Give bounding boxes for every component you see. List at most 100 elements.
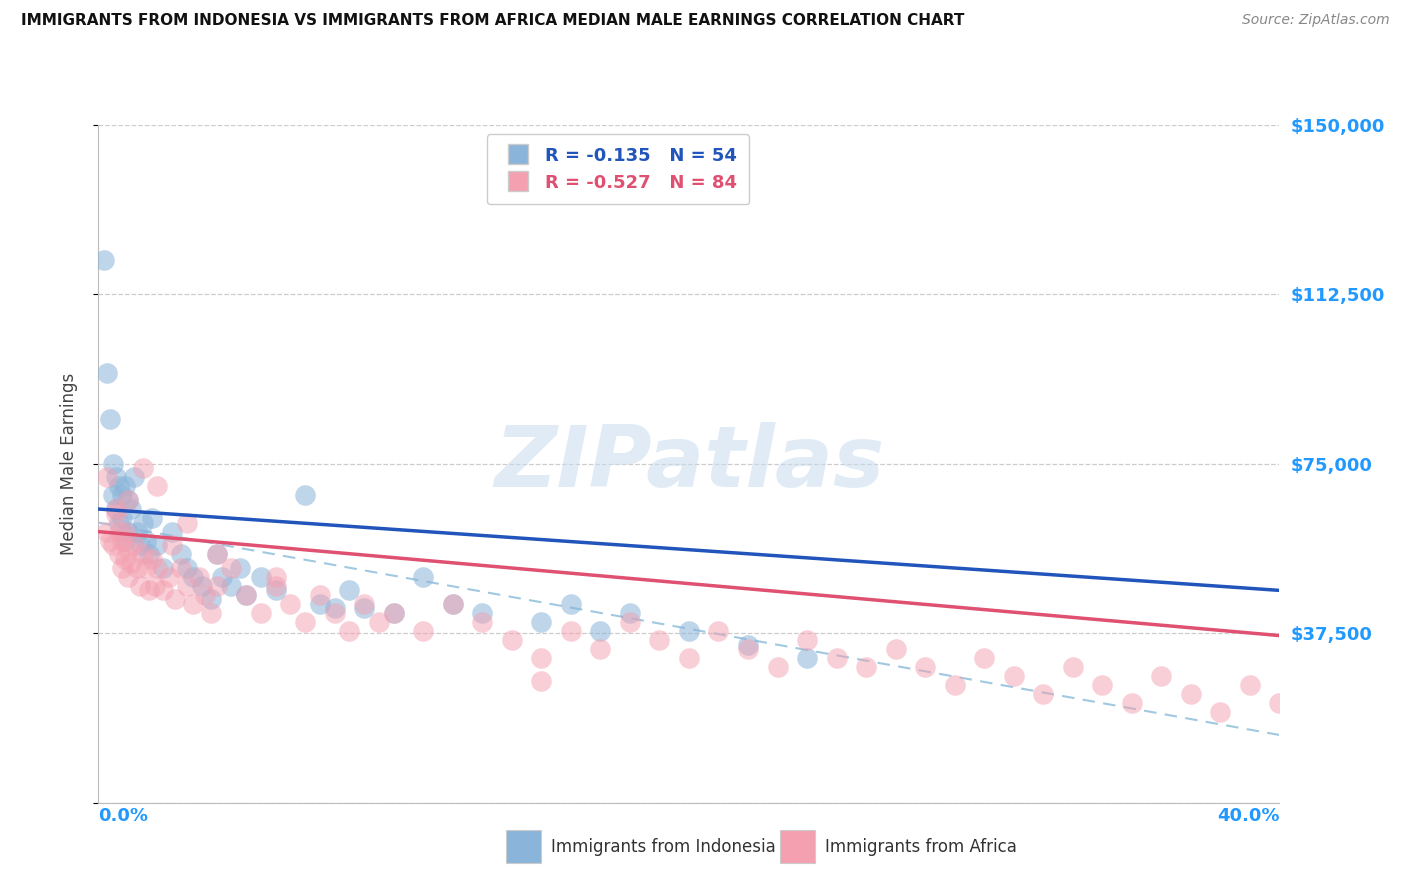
Point: [111, 561, 134, 575]
Point: [323, 606, 346, 620]
Point: [117, 493, 139, 508]
Point: [114, 479, 136, 493]
Point: [294, 615, 316, 629]
Point: [146, 479, 169, 493]
Point: [105, 470, 128, 484]
Point: [737, 642, 759, 657]
Point: [135, 533, 157, 548]
Point: [250, 606, 273, 620]
Text: 0.0%: 0.0%: [98, 807, 149, 825]
Text: Immigrants from Indonesia: Immigrants from Indonesia: [551, 838, 776, 855]
Point: [211, 570, 233, 584]
Point: [105, 502, 128, 516]
Point: [146, 538, 169, 552]
Point: [146, 561, 169, 575]
Point: [825, 651, 848, 665]
Point: [111, 533, 134, 548]
Point: [117, 524, 139, 539]
Point: [678, 624, 700, 638]
Point: [105, 507, 128, 521]
Point: [105, 502, 128, 516]
Text: IMMIGRANTS FROM INDONESIA VS IMMIGRANTS FROM AFRICA MEDIAN MALE EARNINGS CORRELA: IMMIGRANTS FROM INDONESIA VS IMMIGRANTS …: [21, 13, 965, 29]
Point: [560, 624, 582, 638]
Point: [309, 588, 332, 602]
Point: [441, 597, 464, 611]
Point: [412, 570, 434, 584]
Point: [250, 570, 273, 584]
Point: [264, 570, 287, 584]
Point: [152, 561, 174, 575]
Point: [132, 547, 155, 561]
Point: [128, 538, 150, 552]
Point: [157, 570, 180, 584]
Point: [122, 538, 145, 552]
Point: [120, 502, 142, 516]
Point: [141, 551, 163, 566]
Point: [560, 597, 582, 611]
Point: [530, 651, 553, 665]
Text: ZIPatlas: ZIPatlas: [494, 422, 884, 506]
Point: [264, 579, 287, 593]
Legend: R = -0.135   N = 54, R = -0.527   N = 84: R = -0.135 N = 54, R = -0.527 N = 84: [486, 134, 749, 204]
Point: [294, 488, 316, 502]
Point: [191, 579, 214, 593]
Point: [1150, 669, 1173, 683]
Point: [103, 538, 125, 552]
Point: [1091, 678, 1114, 692]
Point: [176, 579, 198, 593]
Point: [368, 615, 391, 629]
Point: [111, 511, 134, 525]
Point: [382, 606, 405, 620]
Point: [128, 579, 150, 593]
Point: [176, 561, 198, 575]
Point: [1062, 660, 1084, 674]
Point: [120, 556, 142, 570]
Text: Source: ZipAtlas.com: Source: ZipAtlas.com: [1241, 13, 1389, 28]
Point: [707, 624, 730, 638]
Point: [132, 516, 155, 530]
Point: [108, 547, 131, 561]
Point: [138, 547, 160, 561]
Point: [1268, 697, 1291, 711]
Point: [93, 253, 115, 268]
Point: [323, 601, 346, 615]
Point: [884, 642, 907, 657]
Point: [117, 542, 139, 557]
Point: [1121, 697, 1143, 711]
Point: [914, 660, 936, 674]
Point: [471, 606, 494, 620]
Point: [1239, 678, 1261, 692]
Point: [103, 488, 125, 502]
Point: [176, 516, 198, 530]
Point: [138, 583, 160, 598]
Point: [1032, 687, 1054, 701]
Point: [152, 583, 174, 598]
Point: [194, 588, 217, 602]
Point: [200, 592, 222, 607]
Point: [96, 367, 118, 381]
Text: Immigrants from Africa: Immigrants from Africa: [825, 838, 1017, 855]
Point: [165, 592, 187, 607]
Point: [855, 660, 877, 674]
Point: [114, 524, 136, 539]
Point: [619, 606, 641, 620]
Point: [219, 579, 242, 593]
Point: [353, 597, 375, 611]
Y-axis label: Median Male Earnings: Median Male Earnings: [59, 373, 77, 555]
Point: [187, 570, 209, 584]
Point: [162, 524, 183, 539]
Point: [235, 588, 257, 602]
Point: [766, 660, 789, 674]
Point: [181, 597, 204, 611]
Point: [143, 579, 166, 593]
Point: [619, 615, 641, 629]
Point: [135, 561, 157, 575]
Point: [678, 651, 700, 665]
Point: [589, 642, 612, 657]
Point: [132, 461, 155, 475]
Point: [181, 570, 204, 584]
Point: [170, 547, 193, 561]
Point: [125, 561, 148, 575]
Point: [309, 597, 332, 611]
Point: [412, 624, 434, 638]
